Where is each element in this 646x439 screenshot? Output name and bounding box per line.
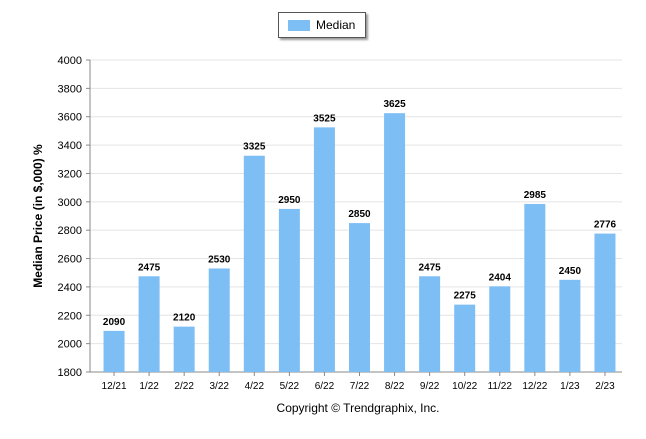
data-label: 2090 bbox=[103, 317, 126, 328]
y-tick-label: 1800 bbox=[58, 367, 82, 379]
data-label: 2275 bbox=[454, 291, 477, 302]
legend: Median bbox=[278, 12, 366, 38]
x-tick-label: 12/21 bbox=[102, 381, 127, 392]
bar bbox=[243, 155, 265, 372]
bar bbox=[349, 223, 370, 372]
data-label: 2950 bbox=[278, 195, 301, 206]
x-tick-label: 1/23 bbox=[560, 381, 580, 392]
x-tick-label: 6/22 bbox=[315, 381, 335, 392]
x-tick-label: 11/22 bbox=[488, 381, 513, 392]
bar bbox=[103, 330, 125, 372]
data-label: 2475 bbox=[138, 262, 161, 273]
x-tick-label: 4/22 bbox=[245, 381, 265, 392]
bar bbox=[419, 276, 441, 372]
data-label: 2530 bbox=[208, 254, 231, 265]
data-label: 3325 bbox=[243, 142, 266, 153]
bar bbox=[559, 279, 581, 372]
y-tick-label: 2400 bbox=[58, 282, 82, 294]
data-label: 3625 bbox=[383, 99, 406, 110]
copyright-text: Copyright © Trendgraphix, Inc. bbox=[276, 401, 440, 415]
bar bbox=[278, 208, 300, 372]
y-tick-label: 3000 bbox=[58, 197, 82, 209]
bar bbox=[138, 276, 160, 372]
bar bbox=[313, 127, 335, 372]
y-tick-label: 3200 bbox=[58, 168, 82, 180]
x-tick-label: 2/23 bbox=[595, 381, 615, 392]
bar bbox=[454, 304, 476, 372]
y-tick-label: 2000 bbox=[58, 339, 82, 351]
y-tick-label: 4000 bbox=[58, 55, 82, 67]
legend-swatch bbox=[288, 19, 310, 31]
bar bbox=[173, 326, 195, 372]
bar bbox=[524, 203, 546, 372]
bars bbox=[103, 113, 616, 372]
data-label: 2850 bbox=[348, 209, 371, 220]
tick-labels: 1800 2000 2200 2400 2600 2800 3000 3200 3400 3600… bbox=[58, 55, 616, 392]
bar bbox=[208, 268, 230, 372]
data-label: 2475 bbox=[419, 262, 442, 273]
data-label: 2450 bbox=[559, 266, 582, 277]
x-tick-label: 7/22 bbox=[350, 381, 370, 392]
data-label: 2776 bbox=[594, 220, 617, 231]
y-tick-label: 2200 bbox=[58, 310, 82, 322]
x-tick-label: 3/22 bbox=[209, 381, 229, 392]
bar bbox=[489, 286, 511, 372]
x-tick-label: 12/22 bbox=[522, 381, 547, 392]
x-tick-label: 10/22 bbox=[452, 381, 477, 392]
data-label: 2404 bbox=[489, 272, 512, 283]
y-tick-label: 2800 bbox=[58, 225, 82, 237]
y-tick-label: 2600 bbox=[58, 254, 82, 266]
bar bbox=[594, 233, 616, 372]
x-tick-label: 9/22 bbox=[420, 381, 440, 392]
bar bbox=[384, 113, 406, 372]
y-tick-label: 3600 bbox=[58, 112, 82, 124]
y-tick-label: 3800 bbox=[58, 83, 82, 95]
x-tick-label: 8/22 bbox=[385, 381, 405, 392]
data-labels: 2090 2475 2120 2530 3325 2950 3525 2850 3625 2475… bbox=[103, 99, 617, 328]
data-label: 2120 bbox=[173, 313, 196, 324]
x-tick-label: 1/22 bbox=[139, 381, 159, 392]
y-axis-title: Median Price (in $,000) % bbox=[31, 144, 45, 288]
x-tick-label: 5/22 bbox=[280, 381, 300, 392]
legend-label: Median bbox=[316, 18, 356, 32]
x-tick-label: 2/22 bbox=[174, 381, 194, 392]
y-tick-label: 3400 bbox=[58, 140, 82, 152]
data-label: 2985 bbox=[524, 190, 547, 201]
data-label: 3525 bbox=[313, 113, 336, 124]
